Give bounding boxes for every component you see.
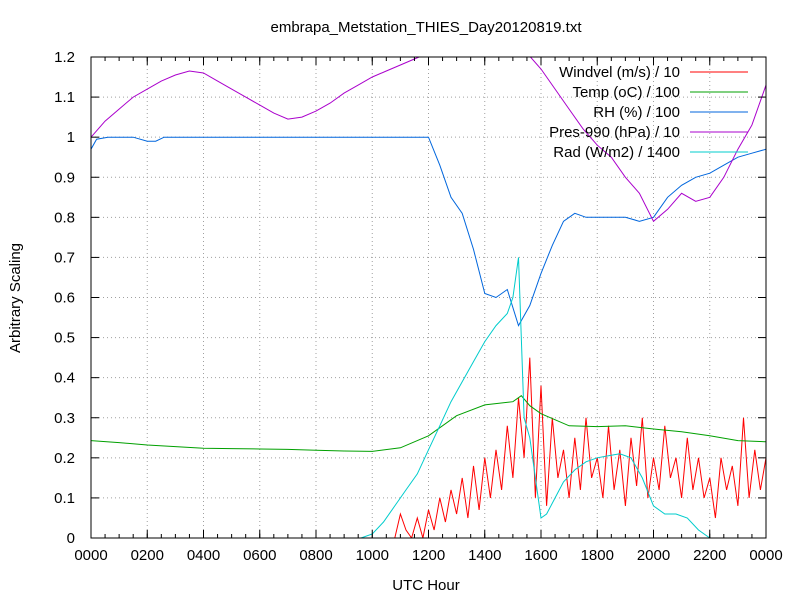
series-line-3 [91,136,766,327]
plot-series [91,57,766,538]
x-axis-ticks: 0000 0200 0400 0600 0800 1000 1200 1400 1600 1800… [74,57,783,564]
x-tick-label: 2000 [637,547,670,564]
y-tick-label: 0.8 [54,209,75,226]
x-tick-label: 0000 [74,547,107,564]
x-tick-label: 0000 [749,547,782,564]
x-tick-label: 1600 [524,547,557,564]
y-tick-label: 1 [67,129,75,146]
y-tick-label: 0.2 [54,450,75,467]
y-tick-label: 0.9 [54,169,75,186]
x-tick-label: 1800 [581,547,614,564]
series-line-2 [91,395,766,452]
y-axis-ticks: 0 0.1 0.2 0.3 0.4 0.5 0.6 0.7 0.8 0.9 1 1.1 1.2 [54,49,766,547]
y-tick-label: 0.7 [54,249,75,266]
x-tick-label: 0600 [243,547,276,564]
x-tick-label: 0800 [299,547,332,564]
legend: Windvel (m/s) / 10 Temp (oC) / 100 RH (%) … [549,64,748,161]
legend-label: Temp (oC) / 100 [572,84,680,101]
y-tick-label: 1.1 [54,89,75,106]
x-tick-label: 1200 [412,547,445,564]
y-tick-label: 0 [67,530,75,547]
x-tick-label: 0400 [187,547,220,564]
legend-label: Windvel (m/s) / 10 [559,64,680,81]
y-tick-label: 0.1 [54,490,75,507]
y-tick-label: 0.4 [54,370,75,387]
legend-label: Rad (W/m2) / 1400 [553,144,680,161]
x-tick-label: 1400 [468,547,501,564]
y-tick-label: 0.5 [54,330,75,347]
series-line-5 [91,257,766,538]
x-axis-label: UTC Hour [392,577,460,594]
y-axis-label: Arbitrary Scaling [7,243,24,353]
series-line-4 [91,57,766,223]
legend-label: Pres-990 (hPa) / 10 [549,124,680,141]
x-tick-label: 2200 [693,547,726,564]
x-tick-label: 1000 [356,547,389,564]
chart-title: embrapa_Metstation_THIES_Day20120819.txt [270,19,582,36]
series-line-1 [349,357,766,538]
y-tick-label: 0.6 [54,290,75,307]
legend-label: RH (%) / 100 [593,104,680,121]
y-tick-label: 0.3 [54,410,75,427]
x-tick-label: 0200 [131,547,164,564]
y-tick-label: 1.2 [54,49,75,66]
